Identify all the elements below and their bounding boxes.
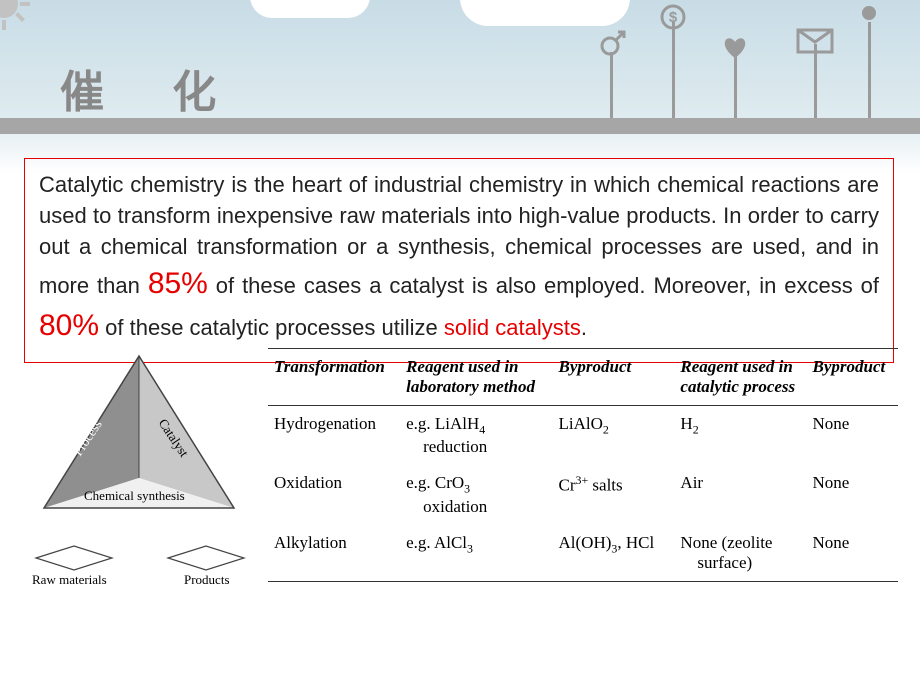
label-raw: Raw materials	[32, 572, 107, 588]
pct-85: 85%	[148, 267, 208, 300]
header-bar	[0, 118, 920, 134]
catalysis-table: TransformationReagent used in laboratory…	[268, 348, 898, 582]
intro-paragraph: Catalytic chemistry is the heart of indu…	[24, 158, 894, 363]
label-synthesis: Chemical synthesis	[84, 488, 185, 504]
table-header: Reagent used in laboratory method	[400, 349, 552, 406]
table-cell: Cr3+ salts	[553, 465, 675, 524]
table-cell: None (zeolite surface)	[674, 525, 806, 582]
dollar-icon: $	[660, 4, 686, 30]
heart-icon	[722, 36, 748, 60]
intro-text-2: of these cases a catalyst is also employ…	[208, 273, 879, 298]
table-cell: e.g. AlCl3	[400, 525, 552, 582]
label-products: Products	[184, 572, 230, 588]
table-cell: H2	[674, 406, 806, 466]
table-header: Byproduct	[807, 349, 898, 406]
synthesis-diagram: Process Catalyst Chemical synthesis Raw …	[18, 348, 260, 588]
header-icons: $	[600, 0, 900, 130]
sun-icon	[0, 0, 26, 26]
table-cell: LiAlO2	[553, 406, 675, 466]
table-cell: e.g. LiAlH4 reduction	[400, 406, 552, 466]
svg-text:$: $	[669, 9, 678, 26]
table-header: Transformation	[268, 349, 400, 406]
table-cell: None	[807, 406, 898, 466]
intro-text-3: of these catalytic processes utilize	[99, 315, 444, 340]
page-title: 催 化	[60, 56, 244, 120]
table-cell: None	[807, 525, 898, 582]
cloud-icon: .c1:before{width:50px;height:50px;left:1…	[250, 0, 370, 18]
table-cell: Oxidation	[268, 465, 400, 524]
table-cell: Hydrogenation	[268, 406, 400, 466]
table-cell: Air	[674, 465, 806, 524]
table-row: Oxidatione.g. CrO3 oxidationCr3+ saltsAi…	[268, 465, 898, 524]
table-cell: e.g. CrO3 oxidation	[400, 465, 552, 524]
intro-text-4: .	[581, 315, 587, 340]
table-row: Hydrogenatione.g. LiAlH4 reductionLiAlO2…	[268, 406, 898, 466]
table-header: Reagent used in catalytic process	[674, 349, 806, 406]
table-header: Byproduct	[553, 349, 675, 406]
table-cell: Al(OH)3, HCl	[553, 525, 675, 582]
table-cell: None	[807, 465, 898, 524]
mail-icon	[796, 28, 834, 54]
mars-icon	[598, 30, 626, 58]
dot-icon	[862, 6, 876, 20]
pct-80: 80%	[39, 309, 99, 342]
table-row: Alkylatione.g. AlCl3Al(OH)3, HClNone (ze…	[268, 525, 898, 582]
table-cell: Alkylation	[268, 525, 400, 582]
triangle-chart	[18, 348, 260, 588]
red-term: solid catalysts	[444, 315, 581, 340]
